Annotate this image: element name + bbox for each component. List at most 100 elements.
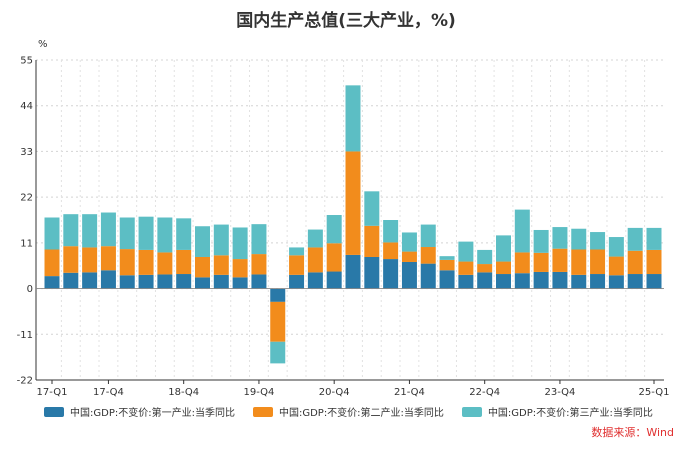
bar-22-Q1-series-1 [420, 263, 436, 289]
bar-18-Q2-series-1 [138, 274, 154, 289]
bar-23-Q4-series-2 [552, 248, 568, 272]
bar-23-Q3-series-3 [533, 229, 549, 253]
legend-swatch-tertiary [461, 406, 482, 417]
bar-17-Q2-series-2 [63, 246, 79, 273]
bar-24-Q1-series-1 [571, 274, 587, 289]
bar-23-Q2-series-1 [514, 273, 530, 289]
bar-21-Q3-series-2 [383, 242, 399, 260]
bar-19-Q1-series-2 [195, 256, 210, 278]
x-tick-label: 20-Q4 [319, 387, 350, 398]
y-tick-label: -11 [17, 330, 33, 341]
y-tick-label: 0 [27, 284, 33, 295]
bar-23-Q1-series-1 [496, 274, 511, 289]
bar-25-Q1-series-3 [646, 227, 662, 250]
legend-item-primary[interactable]: 中国:GDP:不变价:第一产业:当季同比 [44, 404, 235, 419]
bar-21-Q4-series-2 [401, 251, 417, 262]
bar-17-Q3-series-2 [82, 247, 98, 273]
bar-22-Q3-series-3 [458, 241, 474, 262]
bar-18-Q1-series-3 [119, 217, 135, 250]
x-tick-label: 22-Q4 [469, 387, 500, 398]
bar-20-Q3-series-1 [307, 272, 323, 289]
bar-19-Q2-series-3 [213, 224, 229, 256]
bar-23-Q4-series-3 [552, 227, 568, 249]
bar-19-Q4-series-2 [251, 254, 267, 275]
bar-19-Q1-series-3 [195, 226, 210, 257]
bar-23-Q2-series-2 [514, 252, 530, 274]
bar-20-Q1-series-3 [270, 341, 286, 364]
bar-18-Q1-series-1 [119, 275, 135, 289]
bar-17-Q1-series-1 [44, 276, 60, 289]
bar-18-Q1-series-2 [119, 249, 135, 276]
legend-item-tertiary[interactable]: 中国:GDP:不变价:第三产业:当季同比 [461, 404, 653, 419]
bar-22-Q1-series-2 [420, 247, 436, 264]
legend-swatch-primary [44, 406, 64, 417]
bar-17-Q4-series-3 [100, 212, 116, 247]
bar-23-Q1-series-2 [496, 261, 511, 275]
bar-19-Q3-series-1 [232, 277, 248, 289]
bar-18-Q3-series-1 [157, 274, 173, 289]
bar-18-Q2-series-3 [138, 216, 154, 250]
bar-21-Q2-series-2 [364, 225, 380, 257]
bar-21-Q1-series-2 [345, 151, 361, 255]
bar-20-Q1-series-2 [270, 301, 286, 342]
bar-19-Q1-series-1 [195, 277, 210, 289]
y-tick-label: -22 [17, 376, 33, 387]
bar-22-Q4-series-2 [477, 264, 493, 273]
bar-20-Q4-series-2 [326, 243, 342, 272]
bar-20-Q2-series-2 [289, 255, 305, 275]
bar-21-Q3-series-3 [383, 220, 399, 243]
bar-21-Q1-series-3 [345, 85, 361, 152]
bar-19-Q2-series-1 [213, 274, 229, 289]
x-tick-label: 25-Q1 [639, 387, 670, 398]
legend-item-secondary[interactable]: 中国:GDP:不变价:第二产业:当季同比 [252, 404, 444, 419]
bar-18-Q2-series-2 [138, 249, 154, 275]
bar-24-Q4-series-1 [627, 274, 643, 289]
y-tick-label: 33 [20, 147, 33, 158]
y-tick-label: 22 [20, 193, 33, 204]
bar-24-Q2-series-3 [590, 232, 606, 250]
x-tick-label: 18-Q4 [168, 387, 199, 398]
bar-23-Q1-series-3 [496, 235, 511, 262]
bar-20-Q3-series-2 [307, 247, 323, 273]
bar-22-Q4-series-1 [477, 272, 493, 289]
bar-17-Q2-series-3 [63, 214, 79, 247]
legend-label-primary: 中国:GDP:不变价:第一产业:当季同比 [70, 408, 235, 419]
chart-title: 国内生产总值(三大产业，%) [236, 11, 456, 31]
bar-19-Q3-series-2 [232, 259, 248, 278]
bar-22-Q2-series-2 [439, 259, 455, 271]
bar-20-Q2-series-1 [289, 274, 305, 289]
bar-18-Q4-series-1 [176, 274, 192, 289]
bar-22-Q2-series-1 [439, 270, 455, 289]
bar-24-Q1-series-3 [571, 228, 587, 250]
legend-swatch-secondary [252, 406, 273, 417]
bar-22-Q1-series-3 [420, 224, 436, 248]
bar-22-Q3-series-1 [458, 274, 474, 289]
y-tick-label: 55 [20, 56, 33, 67]
bar-20-Q1-series-1 [270, 288, 286, 302]
bar-20-Q4-series-3 [326, 215, 342, 244]
bar-17-Q1-series-2 [44, 249, 60, 277]
bar-20-Q3-series-3 [307, 229, 323, 248]
bar-21-Q2-series-1 [364, 256, 380, 289]
bar-17-Q4-series-1 [100, 270, 116, 289]
bar-24-Q4-series-3 [627, 227, 643, 251]
bar-22-Q3-series-2 [458, 261, 474, 275]
bar-17-Q1-series-3 [44, 217, 60, 250]
bar-17-Q2-series-1 [63, 272, 79, 289]
bar-22-Q2-series-3 [439, 256, 455, 260]
bar-18-Q4-series-3 [176, 218, 192, 250]
bar-19-Q4-series-1 [251, 274, 267, 289]
bar-23-Q4-series-1 [552, 271, 568, 289]
bar-17-Q4-series-2 [100, 246, 116, 271]
bar-19-Q3-series-3 [232, 227, 248, 260]
bar-22-Q4-series-3 [477, 249, 493, 265]
y-axis-unit: % [38, 39, 48, 50]
bar-24-Q2-series-1 [590, 274, 606, 289]
y-tick-label: 11 [20, 238, 33, 249]
bar-23-Q3-series-2 [533, 252, 549, 272]
bar-24-Q3-series-3 [608, 237, 624, 257]
bar-24-Q3-series-1 [608, 275, 624, 289]
bar-19-Q2-series-2 [213, 255, 229, 275]
bar-24-Q3-series-2 [608, 256, 624, 276]
bar-24-Q4-series-2 [627, 250, 643, 275]
